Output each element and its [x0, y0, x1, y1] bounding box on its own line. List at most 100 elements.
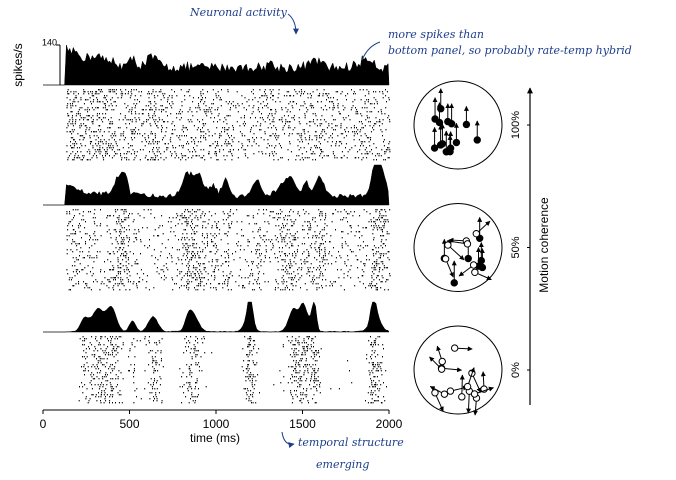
spike — [70, 153, 72, 155]
spike — [376, 283, 378, 285]
spike — [314, 386, 316, 388]
spike — [122, 378, 124, 380]
spike — [345, 211, 347, 213]
spike — [112, 394, 114, 396]
spike — [376, 261, 378, 263]
spike — [92, 364, 94, 366]
spike — [253, 388, 255, 390]
spike — [373, 227, 375, 229]
spike — [187, 279, 189, 281]
spike — [258, 107, 260, 109]
spike — [199, 257, 201, 259]
spike — [351, 89, 352, 91]
spike — [193, 396, 195, 398]
spike — [375, 253, 377, 255]
spike — [100, 139, 102, 141]
spike — [348, 115, 350, 117]
spike — [95, 239, 97, 241]
dot — [472, 229, 481, 238]
spike — [325, 133, 327, 135]
spike — [178, 239, 179, 241]
spike — [337, 105, 339, 107]
spike — [305, 211, 307, 213]
spike — [372, 249, 374, 251]
spike — [156, 147, 158, 149]
spike — [108, 352, 110, 354]
spike — [380, 129, 382, 131]
spike — [108, 139, 110, 141]
spike — [185, 346, 187, 348]
spike — [236, 243, 238, 245]
spike — [303, 129, 305, 131]
spike — [139, 159, 141, 161]
spike — [66, 131, 68, 133]
spike — [246, 101, 248, 103]
aperture — [413, 325, 503, 415]
spike — [110, 390, 112, 392]
spike — [382, 344, 384, 346]
spike — [87, 159, 89, 161]
spike — [320, 133, 322, 135]
spike — [155, 141, 157, 143]
spike — [241, 147, 243, 149]
spike — [188, 346, 189, 348]
spike — [325, 215, 327, 217]
spike — [153, 400, 154, 402]
spike — [224, 129, 226, 131]
spike — [379, 213, 381, 215]
spike — [113, 289, 115, 291]
spike — [315, 402, 317, 404]
spike — [152, 157, 154, 159]
spike — [385, 221, 387, 223]
spike — [347, 255, 349, 257]
spike — [72, 151, 74, 153]
spike — [267, 281, 269, 283]
spike — [76, 249, 78, 251]
spike — [326, 99, 327, 101]
spike — [308, 338, 309, 340]
spike — [317, 380, 319, 382]
spike — [388, 143, 390, 145]
spike — [377, 388, 379, 390]
spike — [327, 141, 329, 143]
spike — [317, 95, 319, 97]
spike — [284, 133, 285, 135]
spike — [98, 392, 99, 394]
spike — [189, 151, 191, 153]
spike — [80, 135, 82, 137]
spike — [306, 378, 308, 380]
spike — [370, 378, 372, 380]
spike — [100, 209, 101, 211]
spike — [265, 153, 267, 155]
spike — [198, 257, 200, 259]
spike — [313, 352, 315, 354]
spike — [181, 129, 183, 131]
spike — [102, 350, 104, 352]
spike — [306, 273, 308, 275]
spike — [274, 257, 276, 259]
spike — [246, 394, 248, 396]
spike — [214, 221, 216, 223]
spike — [68, 155, 70, 157]
spike — [241, 221, 243, 223]
spike — [197, 225, 199, 227]
spike — [120, 271, 122, 273]
spike — [110, 261, 112, 263]
x-tick-label: 0 — [40, 417, 47, 431]
spike — [196, 145, 198, 147]
spike — [365, 135, 367, 137]
spike — [325, 241, 326, 243]
spike — [79, 386, 80, 388]
spike — [98, 149, 100, 151]
spike — [373, 265, 375, 267]
spike — [98, 388, 100, 390]
spike — [346, 127, 348, 129]
spike — [122, 133, 124, 135]
spike — [225, 139, 227, 141]
spike — [304, 364, 306, 366]
spike — [181, 271, 183, 273]
spike — [243, 249, 245, 251]
spike — [83, 157, 85, 159]
spike — [117, 283, 119, 285]
spike — [198, 103, 199, 105]
